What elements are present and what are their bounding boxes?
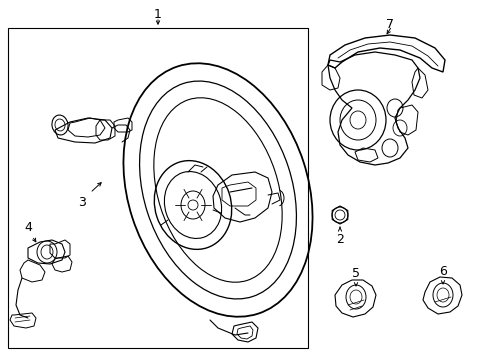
Text: 2: 2	[335, 233, 343, 246]
Text: 1: 1	[154, 8, 162, 21]
Text: 7: 7	[385, 18, 393, 31]
Bar	[8, 28, 307, 348]
Text: 5: 5	[351, 267, 359, 280]
Ellipse shape	[187, 200, 198, 210]
Text: 4: 4	[24, 221, 32, 234]
Text: 3: 3	[78, 196, 86, 209]
Text: 6: 6	[438, 265, 446, 278]
